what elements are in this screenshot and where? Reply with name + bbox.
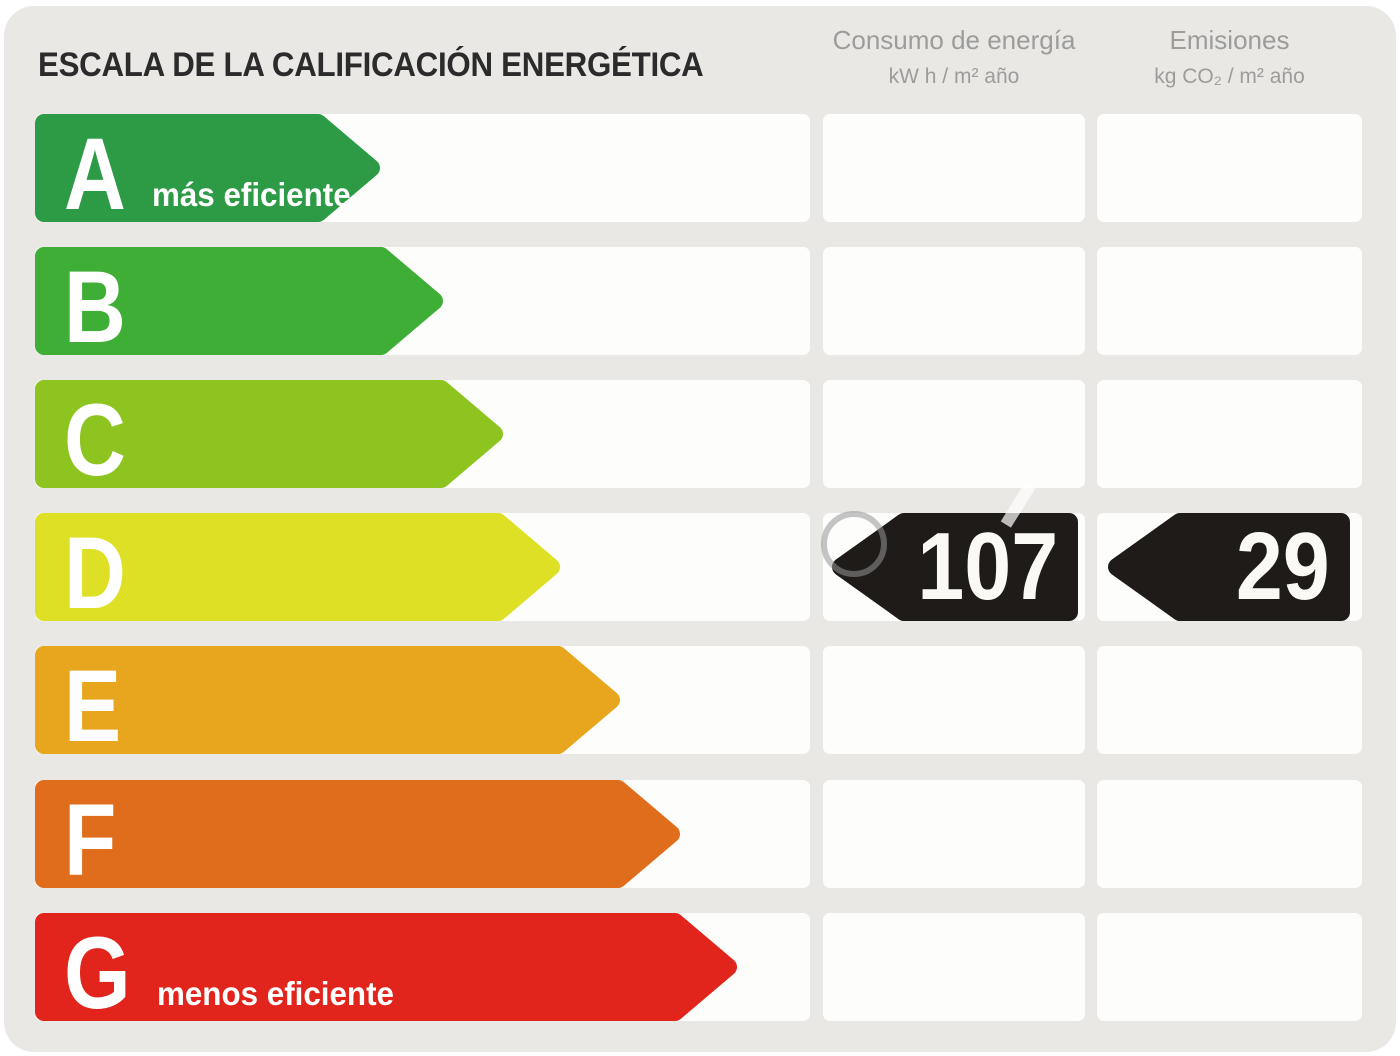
rating-letter: G [64,916,131,1031]
rating-arrow-a [35,114,380,222]
emissions-value: 29 [1236,513,1330,620]
consumption-cell [823,247,1085,355]
emissions-cell [1097,380,1362,488]
rating-row-e: E [0,646,1400,764]
consumption-cell [823,114,1085,222]
rating-letter: C [64,383,126,498]
consumption-header-line1: Consumo de energía [832,25,1076,55]
rating-letter: E [64,649,122,764]
consumption-cell [823,380,1085,488]
consumption-value-badge: 107 [832,513,1078,621]
emissions-column-header: Emisiones kg CO₂ / m² año [1097,25,1362,89]
emissions-value-badge: 29 [1108,513,1350,621]
emissions-header-units: kg CO₂ / m² año [1154,64,1305,88]
emissions-cell [1097,247,1362,355]
rating-row-d: D 107 29 [0,513,1400,631]
page-title: ESCALA DE LA CALIFICACIÓN ENERGÉTICA [38,46,704,84]
rating-arrow-b [35,247,443,355]
rating-letter: A [64,117,126,232]
efficiency-caption: más eficiente [151,176,351,213]
rating-arrow-d [35,513,560,621]
rating-letter: D [64,516,126,631]
rating-label-b: B [64,250,138,365]
rating-label-g: G menos eficiente [64,916,407,1031]
rating-label-c: C [64,383,138,498]
rating-letter: F [64,783,117,898]
consumption-cell [823,913,1085,1021]
emissions-header-line1: Emisiones [1169,25,1290,55]
rating-arrow-c [35,380,503,488]
rating-row-a: A más eficiente [0,114,1400,232]
rating-row-f: F [0,780,1400,898]
badge-arrow-icon [1108,513,1350,621]
emissions-cell [1097,780,1362,888]
rating-arrow-e [35,646,620,754]
efficiency-caption: menos eficiente [157,975,395,1012]
rating-label-e: E [64,649,132,764]
consumption-column-header: Consumo de energía kW h / m² año [823,25,1085,89]
rating-row-b: B [0,247,1400,365]
rating-row-c: C [0,380,1400,498]
rating-label-d: D [64,516,138,631]
emissions-cell [1097,646,1362,754]
rating-row-g: G menos eficiente [0,913,1400,1031]
rating-letter: B [64,250,126,365]
consumption-cell [823,780,1085,888]
consumption-cell [823,646,1085,754]
rating-label-f: F [64,783,126,898]
rating-arrow-g [35,913,737,1021]
emissions-cell [1097,114,1362,222]
consumption-header-units: kW h / m² año [888,64,1020,88]
rating-arrow-f [35,780,680,888]
emissions-cell [1097,913,1362,1021]
badge-arrow-icon [832,513,1078,621]
rating-label-a: A más eficiente [64,117,361,232]
consumption-value: 107 [917,513,1058,620]
